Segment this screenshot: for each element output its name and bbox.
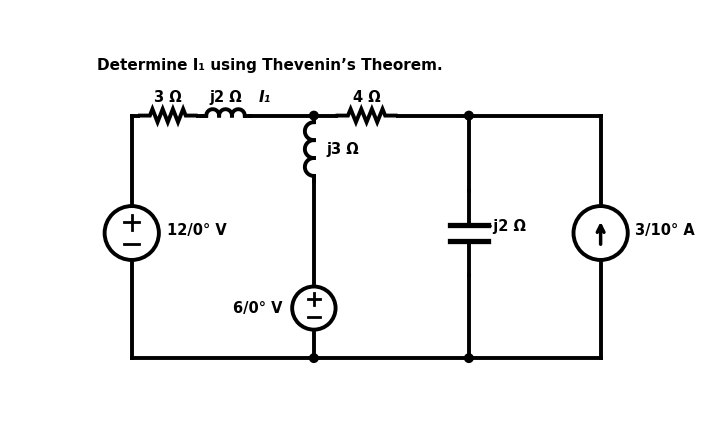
Circle shape [465,111,473,120]
Circle shape [309,111,318,120]
Text: 3/10° A: 3/10° A [635,223,695,238]
Circle shape [465,354,473,362]
Text: 12/0° V: 12/0° V [167,223,226,238]
Text: Determine I₁ using Thevenin’s Theorem.: Determine I₁ using Thevenin’s Theorem. [97,58,443,73]
Text: −j2 Ω: −j2 Ω [481,219,525,234]
Text: I₁: I₁ [259,90,271,105]
Text: 6/0° V: 6/0° V [233,301,283,316]
Text: j2 Ω: j2 Ω [209,90,242,105]
Text: 4 Ω: 4 Ω [353,90,381,105]
Text: j3 Ω: j3 Ω [327,142,359,156]
Circle shape [309,354,318,362]
Text: 3 Ω: 3 Ω [154,90,182,105]
